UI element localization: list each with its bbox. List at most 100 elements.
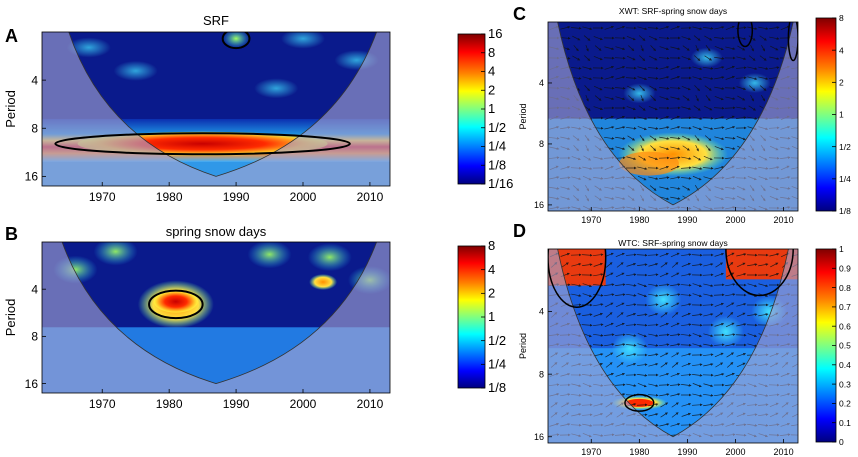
colorbar-tick-label: 1 bbox=[488, 309, 495, 324]
x-tick-label: 1970 bbox=[581, 215, 601, 225]
colorbar-tick-label: 1 bbox=[488, 101, 495, 116]
colorbar-tick-label: 1/8 bbox=[839, 206, 851, 216]
colorbar: 8 4 2 1 1/2 1/4 1/8 bbox=[815, 13, 851, 216]
y-axis-label: Period bbox=[518, 103, 528, 129]
panel-d: 1970 1980 1990 2000 2010 4 8 16 Period WTC: SRF-s… bbox=[513, 221, 851, 457]
colorbar-tick-label: 1 bbox=[839, 110, 844, 120]
cone-of-influence-shade bbox=[548, 249, 798, 443]
y-tick-label: 4 bbox=[31, 282, 38, 296]
y-tick-label: 8 bbox=[31, 330, 38, 344]
y-axis-label: Period bbox=[3, 299, 18, 337]
panel-c: 1970 1980 1990 2000 2010 4 8 16 Period XWT: SRF-s… bbox=[513, 4, 851, 225]
significance-contour bbox=[148, 289, 204, 320]
colorbar-tick-label: 0.4 bbox=[839, 360, 851, 370]
colorbar-tick-label: 1/4 bbox=[488, 357, 506, 372]
x-tick-label: 1990 bbox=[677, 447, 697, 457]
heatmap-field bbox=[42, 32, 390, 186]
significance-contour bbox=[624, 393, 655, 412]
chart-title: spring snow days bbox=[166, 224, 267, 239]
panel-letter: D bbox=[513, 221, 526, 241]
heatmap-field bbox=[548, 22, 798, 211]
cone-of-influence-shade bbox=[42, 32, 390, 186]
significance-contour bbox=[54, 132, 351, 156]
colorbar-tick-label: 1/2 bbox=[839, 142, 851, 152]
colorbar-tick-label: 0.1 bbox=[839, 418, 851, 428]
cone-of-influence-shade bbox=[548, 22, 798, 211]
x-tick-label: 1980 bbox=[156, 190, 183, 204]
y-tick-label: 8 bbox=[539, 139, 544, 149]
x-tick-label: 1970 bbox=[581, 447, 601, 457]
colorbar-tick-label: 0.6 bbox=[839, 321, 851, 331]
colorbar-tick-label: 2 bbox=[839, 77, 844, 87]
colorbar-tick-label: 8 bbox=[839, 13, 844, 23]
x-tick-label: 2010 bbox=[774, 447, 794, 457]
x-tick-label: 2010 bbox=[774, 215, 794, 225]
x-tick-label: 2010 bbox=[357, 190, 384, 204]
colorbar-tick-label: 0.2 bbox=[839, 399, 851, 409]
chart-title: XWT: SRF-spring snow days bbox=[619, 6, 727, 16]
colorbar-tick-label: 16 bbox=[488, 26, 502, 41]
y-axis-label: Period bbox=[518, 333, 528, 359]
cone-of-influence-line bbox=[61, 242, 377, 384]
y-tick-label: 4 bbox=[539, 78, 544, 88]
x-tick-label: 2000 bbox=[290, 190, 317, 204]
colorbar-tick-label: 1/2 bbox=[488, 333, 506, 348]
colorbar-tick-label: 1/4 bbox=[488, 139, 506, 154]
y-tick-label: 16 bbox=[534, 432, 544, 442]
colorbar: 8 4 2 1 1/2 1/4 1/8 bbox=[457, 238, 506, 395]
colorbar-tick-label: 1 bbox=[839, 244, 844, 254]
significance-contour bbox=[221, 32, 251, 50]
colorbar: 16 8 4 2 1 1/2 1/4 1/8 1/16 bbox=[457, 26, 513, 191]
y-tick-label: 4 bbox=[31, 73, 38, 87]
x-tick-label: 1980 bbox=[156, 397, 183, 411]
x-tick-label: 1970 bbox=[89, 397, 116, 411]
colorbar-tick-label: 1/16 bbox=[488, 176, 513, 191]
colorbar-tick-label: 0.8 bbox=[839, 283, 851, 293]
colorbar-tick-label: 1/8 bbox=[488, 157, 506, 172]
chart-title: SRF bbox=[203, 13, 229, 28]
plot-frame bbox=[41, 31, 391, 187]
heatmap-field bbox=[548, 249, 798, 443]
colorbar-tick-label: 0 bbox=[839, 437, 844, 447]
panel-b: 1970 1980 1990 2000 2010 4 8 16 Period spring sno… bbox=[3, 224, 506, 411]
panel-letter: C bbox=[513, 4, 526, 24]
colorbar-tick-label: 0.9 bbox=[839, 263, 851, 273]
colorbar-tick-label: 4 bbox=[488, 262, 495, 277]
cone-of-influence-line bbox=[557, 22, 794, 206]
y-tick-label: 4 bbox=[539, 307, 544, 317]
y-tick-label: 16 bbox=[534, 200, 544, 210]
colorbar-tick-label: 4 bbox=[488, 64, 495, 79]
colorbar-tick-label: 8 bbox=[488, 238, 495, 253]
colorbar-tick-label: 8 bbox=[488, 45, 495, 60]
y-tick-label: 8 bbox=[539, 369, 544, 379]
x-tick-label: 1990 bbox=[223, 190, 250, 204]
colorbar-tick-label: 2 bbox=[488, 82, 495, 97]
significance-contour bbox=[725, 249, 794, 297]
x-tick-label: 2010 bbox=[357, 397, 384, 411]
significance-contour bbox=[737, 22, 754, 48]
x-tick-label: 1980 bbox=[629, 215, 649, 225]
panel-letter: A bbox=[5, 26, 18, 46]
cone-of-influence-line bbox=[557, 249, 789, 438]
x-tick-label: 2000 bbox=[725, 447, 745, 457]
x-tick-label: 1990 bbox=[223, 397, 250, 411]
plot-frame bbox=[547, 21, 799, 212]
colorbar-tick-label: 1/2 bbox=[488, 120, 506, 135]
colorbar: 1 0.9 0.8 0.7 0.6 0.5 0.4 0.3 0.2 0.1 0 bbox=[815, 244, 851, 447]
x-tick-label: 2000 bbox=[725, 215, 745, 225]
colorbar-tick-label: 2 bbox=[488, 286, 495, 301]
cone-of-influence-shade bbox=[42, 242, 390, 393]
colorbar-tick-label: 1/8 bbox=[488, 380, 506, 395]
heatmap-field bbox=[42, 242, 390, 393]
colorbar-tick-label: 0.5 bbox=[839, 341, 851, 351]
colorbar-tick-label: 0.3 bbox=[839, 379, 851, 389]
y-tick-label: 16 bbox=[25, 377, 39, 391]
significance-contour bbox=[787, 22, 798, 62]
y-tick-label: 8 bbox=[31, 121, 38, 135]
x-tick-label: 2000 bbox=[290, 397, 317, 411]
y-axis-label: Period bbox=[3, 90, 18, 128]
colorbar-tick-label: 1/4 bbox=[839, 174, 851, 184]
cone-of-influence-line bbox=[68, 32, 377, 177]
